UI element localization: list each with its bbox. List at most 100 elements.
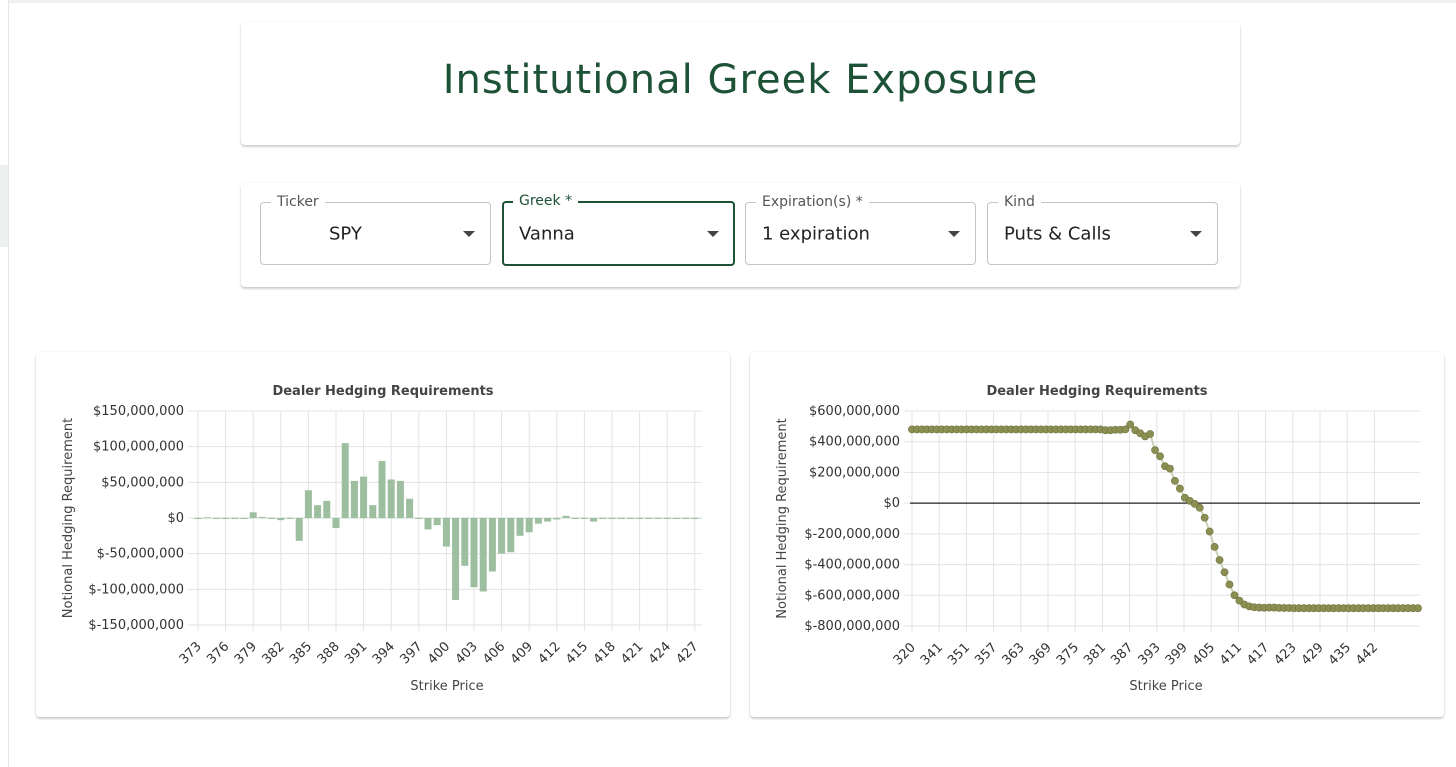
data-point (1166, 464, 1174, 473)
y-tick-label: $100,000,000 (93, 440, 184, 455)
bar (258, 516, 266, 518)
x-tick-label: 409 (508, 639, 536, 667)
y-tick-label: $400,000,000 (809, 435, 900, 450)
x-tick-label: 411 (1217, 640, 1245, 668)
data-point (1171, 476, 1179, 485)
y-tick-label: $-100,000,000 (88, 582, 184, 597)
kind-select[interactable]: Kind Puts & Calls (987, 193, 1218, 265)
data-point (1220, 568, 1229, 577)
bar (663, 518, 671, 519)
bar (378, 460, 386, 518)
x-tick-label: 369 (1027, 640, 1055, 668)
chevron-down-icon[interactable] (948, 230, 960, 237)
bar (626, 518, 634, 519)
y-tick-label: $-150,000,000 (88, 618, 184, 633)
x-tick-label: 357 (972, 640, 1000, 668)
x-tick-label: 391 (342, 639, 370, 667)
ticker-value: SPY (329, 223, 362, 244)
x-tick-label: 435 (1326, 640, 1354, 668)
bar (332, 518, 340, 528)
bar (525, 518, 533, 533)
left-rail-notch (0, 165, 8, 247)
bar (452, 518, 460, 601)
chevron-down-icon[interactable] (707, 230, 719, 237)
bar (682, 518, 690, 519)
data-point (1175, 484, 1184, 493)
page-title: Institutional Greek Exposure (442, 57, 1039, 103)
bar (203, 517, 211, 519)
bar (222, 518, 230, 519)
x-tick-label: 421 (618, 639, 646, 667)
x-tick-label: 405 (1190, 640, 1218, 668)
ticker-label: Ticker (271, 193, 325, 211)
x-tick-label: 423 (1271, 640, 1299, 668)
x-tick-label: 424 (646, 639, 674, 667)
y-axis-title: Notional Hedging Requirement (775, 418, 790, 618)
bar (194, 518, 202, 519)
x-tick-label: 403 (453, 639, 481, 667)
y-tick-label: $0 (167, 511, 184, 526)
expirations-label: Expiration(s) * (756, 193, 869, 211)
bar (350, 480, 358, 518)
x-axis-title: Strike Price (1129, 679, 1202, 694)
bar-chart: Dealer Hedging Requirements $150,000,000 $… (61, 384, 702, 694)
data-point (1146, 430, 1155, 438)
bar (645, 518, 653, 519)
x-tick-label: 399 (1163, 640, 1191, 668)
bar (433, 518, 441, 526)
x-tick-label: 375 (1054, 640, 1082, 668)
title-card: Institutional Greek Exposure (241, 22, 1240, 145)
bar (470, 518, 478, 588)
bar (580, 518, 588, 519)
data-point (1200, 513, 1209, 522)
chevron-down-icon[interactable] (1190, 230, 1202, 237)
bar (369, 505, 377, 518)
bar (277, 518, 285, 521)
x-tick-label: 379 (232, 639, 260, 667)
x-tick-label: 429 (1299, 640, 1327, 668)
expirations-select[interactable]: Expiration(s) * 1 expiration (745, 193, 976, 265)
x-tick-label: 415 (563, 639, 591, 667)
y-tick-label: $-50,000,000 (97, 547, 184, 562)
ticker-select[interactable]: Ticker SPY (260, 193, 491, 265)
x-tick-label: 351 (945, 640, 973, 668)
bar (534, 518, 542, 524)
bar (360, 476, 368, 518)
greek-select[interactable]: Greek * Vanna (502, 192, 735, 266)
bar (608, 518, 616, 519)
bar (341, 443, 349, 518)
expirations-value: 1 expiration (762, 223, 870, 244)
x-tick-label: 393 (1135, 640, 1163, 668)
x-tick-label: 385 (287, 639, 315, 667)
bar (295, 518, 303, 541)
bar (553, 518, 561, 520)
x-tick-label: 406 (480, 639, 508, 667)
bar (691, 518, 699, 519)
x-tick-label: 320 (891, 640, 919, 668)
bar (636, 518, 644, 519)
greek-label: Greek * (513, 192, 579, 210)
bar (599, 518, 607, 519)
x-tick-label: 400 (425, 639, 453, 667)
x-tick-label: 376 (204, 639, 232, 667)
x-tick-label: 388 (315, 639, 343, 667)
y-tick-label: $150,000,000 (93, 404, 184, 419)
chart-title: Dealer Hedging Requirements (986, 384, 1207, 399)
bar (424, 518, 432, 530)
bar (516, 518, 524, 536)
bar (406, 498, 414, 518)
y-tick-label: $200,000,000 (809, 465, 900, 480)
x-tick-label: 363 (999, 640, 1027, 668)
x-tick-label: 387 (1108, 640, 1136, 668)
y-tick-label: $-800,000,000 (804, 619, 900, 634)
bar (617, 518, 625, 519)
x-tick-label: 382 (259, 639, 287, 667)
data-point (1121, 425, 1130, 434)
kind-value: Puts & Calls (1004, 223, 1111, 244)
bar (507, 518, 515, 553)
data-point (1210, 543, 1219, 551)
bar (442, 518, 450, 547)
chart-title: Dealer Hedging Requirements (272, 384, 493, 399)
chevron-down-icon[interactable] (463, 230, 475, 237)
x-tick-label: 412 (535, 639, 563, 667)
